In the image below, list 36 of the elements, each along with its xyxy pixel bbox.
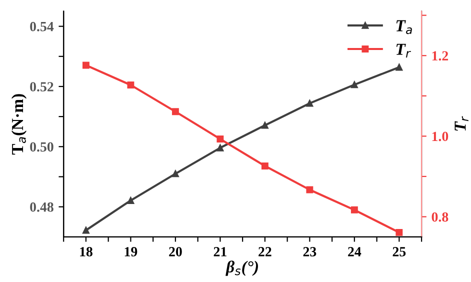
y-tick-label: 0.54 bbox=[30, 22, 54, 32]
point bbox=[396, 64, 403, 71]
y-tick-label: 0.52 bbox=[30, 82, 54, 92]
point bbox=[127, 197, 134, 204]
x-tick-label: 21 bbox=[214, 247, 226, 256]
point bbox=[396, 228, 403, 236]
legend-label: T$_{a}$ bbox=[396, 20, 412, 34]
point bbox=[306, 186, 314, 194]
y2-axis-title: T$_{r}$ bbox=[454, 116, 468, 131]
point bbox=[350, 206, 358, 214]
y-axis-title: T$_{a}$(N·m) bbox=[11, 94, 27, 155]
point bbox=[82, 62, 90, 69]
point bbox=[216, 136, 224, 142]
x-axis-title: β$_{s}$(°) bbox=[226, 260, 258, 276]
point bbox=[306, 100, 314, 107]
x-tick-label: 20 bbox=[169, 247, 182, 256]
legend-label: T$_{r}$ bbox=[396, 44, 411, 58]
x-tick-label: 19 bbox=[124, 247, 138, 256]
point bbox=[261, 122, 268, 129]
x-tick-label: 23 bbox=[303, 247, 316, 256]
y2-tick-label: 1.0 bbox=[432, 132, 448, 142]
point bbox=[350, 81, 358, 88]
y-tick-label: 0.50 bbox=[30, 142, 54, 152]
y2-tick-label: 1.2 bbox=[432, 51, 448, 61]
point bbox=[216, 144, 224, 152]
point bbox=[127, 82, 134, 88]
x-tick-label: 22 bbox=[258, 247, 272, 256]
point bbox=[261, 162, 268, 170]
x-tick-label: 25 bbox=[392, 247, 406, 256]
point bbox=[172, 108, 179, 116]
x-tick-label: 24 bbox=[348, 247, 362, 256]
y2-tick-label: 0.8 bbox=[432, 212, 448, 222]
x-tick-label: 18 bbox=[80, 247, 92, 256]
point bbox=[172, 170, 179, 178]
point bbox=[82, 226, 90, 234]
y-tick-label: 0.48 bbox=[30, 202, 54, 212]
